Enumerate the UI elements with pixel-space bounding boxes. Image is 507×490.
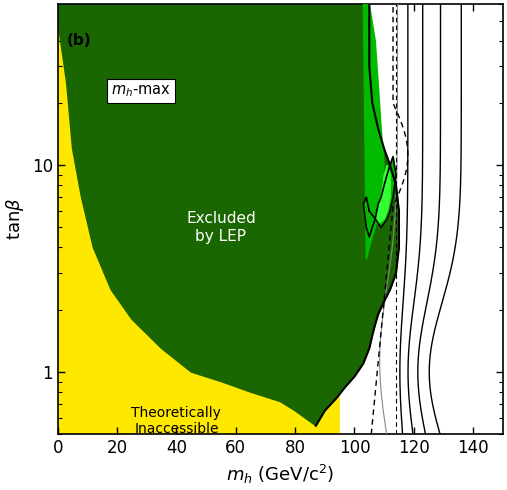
Polygon shape <box>375 165 390 224</box>
Text: (b): (b) <box>66 33 91 48</box>
Y-axis label: $\tan\!\beta$: $\tan\!\beta$ <box>4 198 26 241</box>
X-axis label: $m_h\ \mathrm{(GeV/c^2)}$: $m_h\ \mathrm{(GeV/c^2)}$ <box>226 463 335 486</box>
Text: Theoretically
Inaccessible: Theoretically Inaccessible <box>131 406 222 436</box>
Polygon shape <box>58 4 503 434</box>
Polygon shape <box>364 157 396 237</box>
Text: $m_h$-max: $m_h$-max <box>111 83 171 99</box>
Polygon shape <box>364 4 384 260</box>
Polygon shape <box>58 4 399 426</box>
Text: Excluded
by LEP: Excluded by LEP <box>186 211 256 244</box>
Polygon shape <box>340 4 503 434</box>
